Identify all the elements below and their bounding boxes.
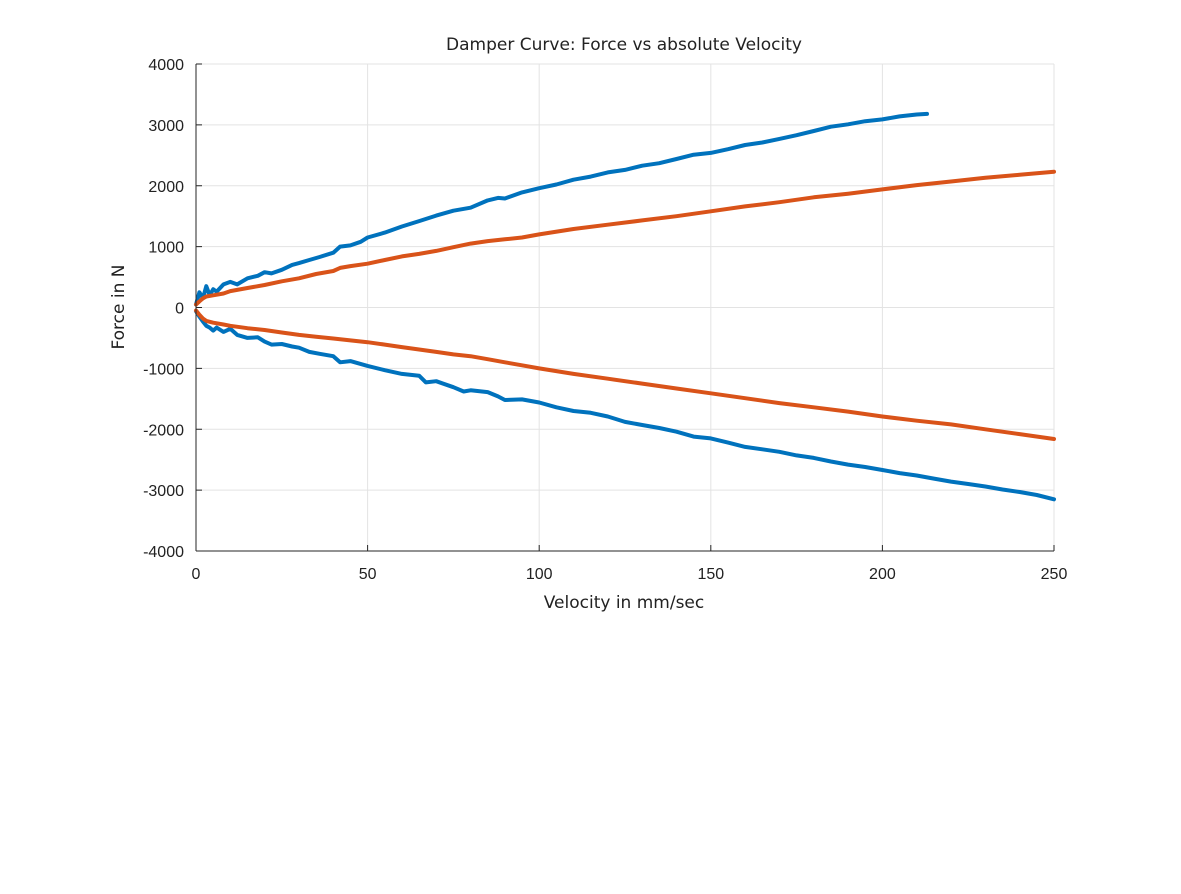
y-tick-label-8: 4000	[148, 57, 184, 74]
y-tick-label-5: 1000	[148, 240, 184, 257]
x-tick-label-0: 0	[192, 566, 201, 583]
series-line-1	[194, 309, 1056, 502]
x-tick-label-2: 100	[526, 566, 553, 583]
y-tick-label-1: -3000	[143, 483, 184, 500]
series-group	[194, 111, 1056, 502]
y-tick-label-3: -1000	[143, 361, 184, 378]
series-line-2	[194, 169, 1056, 307]
series-line-0	[194, 111, 929, 307]
y-axis-label: Force in N	[109, 264, 129, 349]
x-tick-label-4: 200	[869, 566, 896, 583]
x-axis-label: Velocity in mm/sec	[544, 593, 705, 613]
series-line-3	[194, 308, 1056, 441]
x-tick-label-5: 250	[1041, 566, 1068, 583]
y-tick-label-2: -2000	[143, 422, 184, 439]
x-tick-label-1: 50	[359, 566, 377, 583]
y-axis-ticks: -4000 -3000 -2000 -1000 0 1000 2000 3000 4000	[143, 57, 202, 561]
chart-title: Damper Curve: Force vs absolute Velocity	[446, 35, 802, 55]
x-axis-ticks: 0 50 100 150 200 250	[192, 545, 1068, 583]
y-tick-label-6: 2000	[148, 179, 184, 196]
y-tick-label-7: 3000	[148, 118, 184, 135]
y-tick-label-0: -4000	[143, 544, 184, 561]
y-tick-label-4: 0	[175, 301, 184, 318]
x-tick-label-3: 150	[697, 566, 724, 583]
